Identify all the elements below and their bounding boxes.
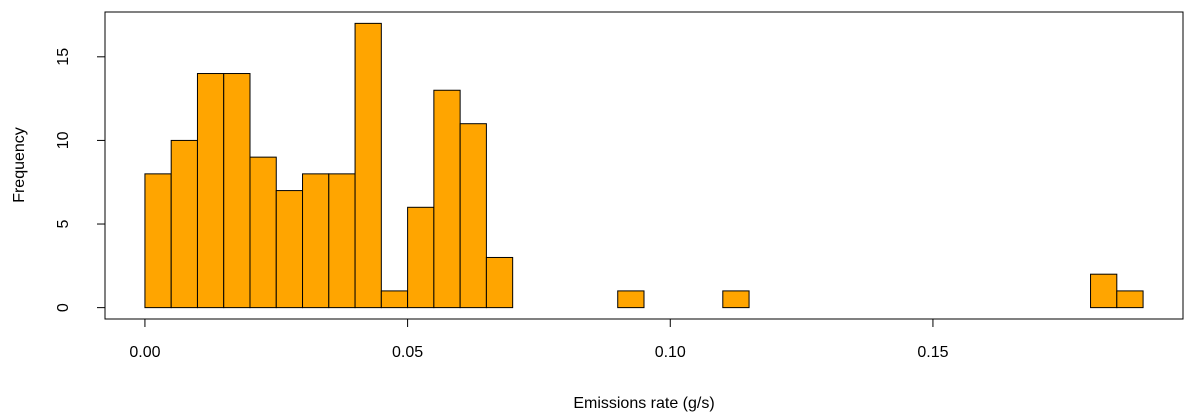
- histogram-bar: [407, 206, 435, 309]
- histogram-bar: [617, 290, 645, 309]
- x-tick-label: 0.10: [655, 344, 686, 361]
- x-tick-label: 0.00: [129, 344, 160, 361]
- y-axis-label: Frequency: [11, 127, 28, 203]
- histogram-bar: [380, 290, 409, 309]
- y-tick-label: 15: [55, 48, 72, 66]
- histogram-bar: [328, 173, 356, 309]
- x-axis: 0.00 0.05 0.10 0.15: [129, 318, 949, 361]
- histogram-bar: [433, 89, 461, 309]
- histogram-bar: [485, 256, 514, 309]
- histogram-bar: [1090, 273, 1118, 309]
- histogram-bar: [354, 22, 382, 309]
- histogram-bar: [722, 290, 750, 309]
- histogram-bar: [170, 139, 198, 309]
- histogram-bar: [144, 173, 172, 309]
- histogram-bar: [249, 156, 277, 309]
- histogram-bar: [1116, 290, 1144, 309]
- x-axis-label: Emissions rate (g/s): [573, 395, 714, 412]
- y-tick-label: 0: [55, 303, 72, 312]
- histogram-bar: [302, 173, 330, 309]
- histogram-bars: [144, 22, 1144, 309]
- y-tick-label: 5: [55, 219, 72, 228]
- histogram-bar: [459, 123, 487, 309]
- histogram-bar: [275, 190, 304, 309]
- histogram-bar: [223, 73, 251, 309]
- y-axis: 0 5 10 15: [55, 48, 106, 312]
- histogram-bar: [196, 73, 225, 309]
- y-tick-label: 10: [55, 131, 72, 149]
- x-tick-label: 0.05: [392, 344, 423, 361]
- x-tick-label: 0.15: [917, 344, 948, 361]
